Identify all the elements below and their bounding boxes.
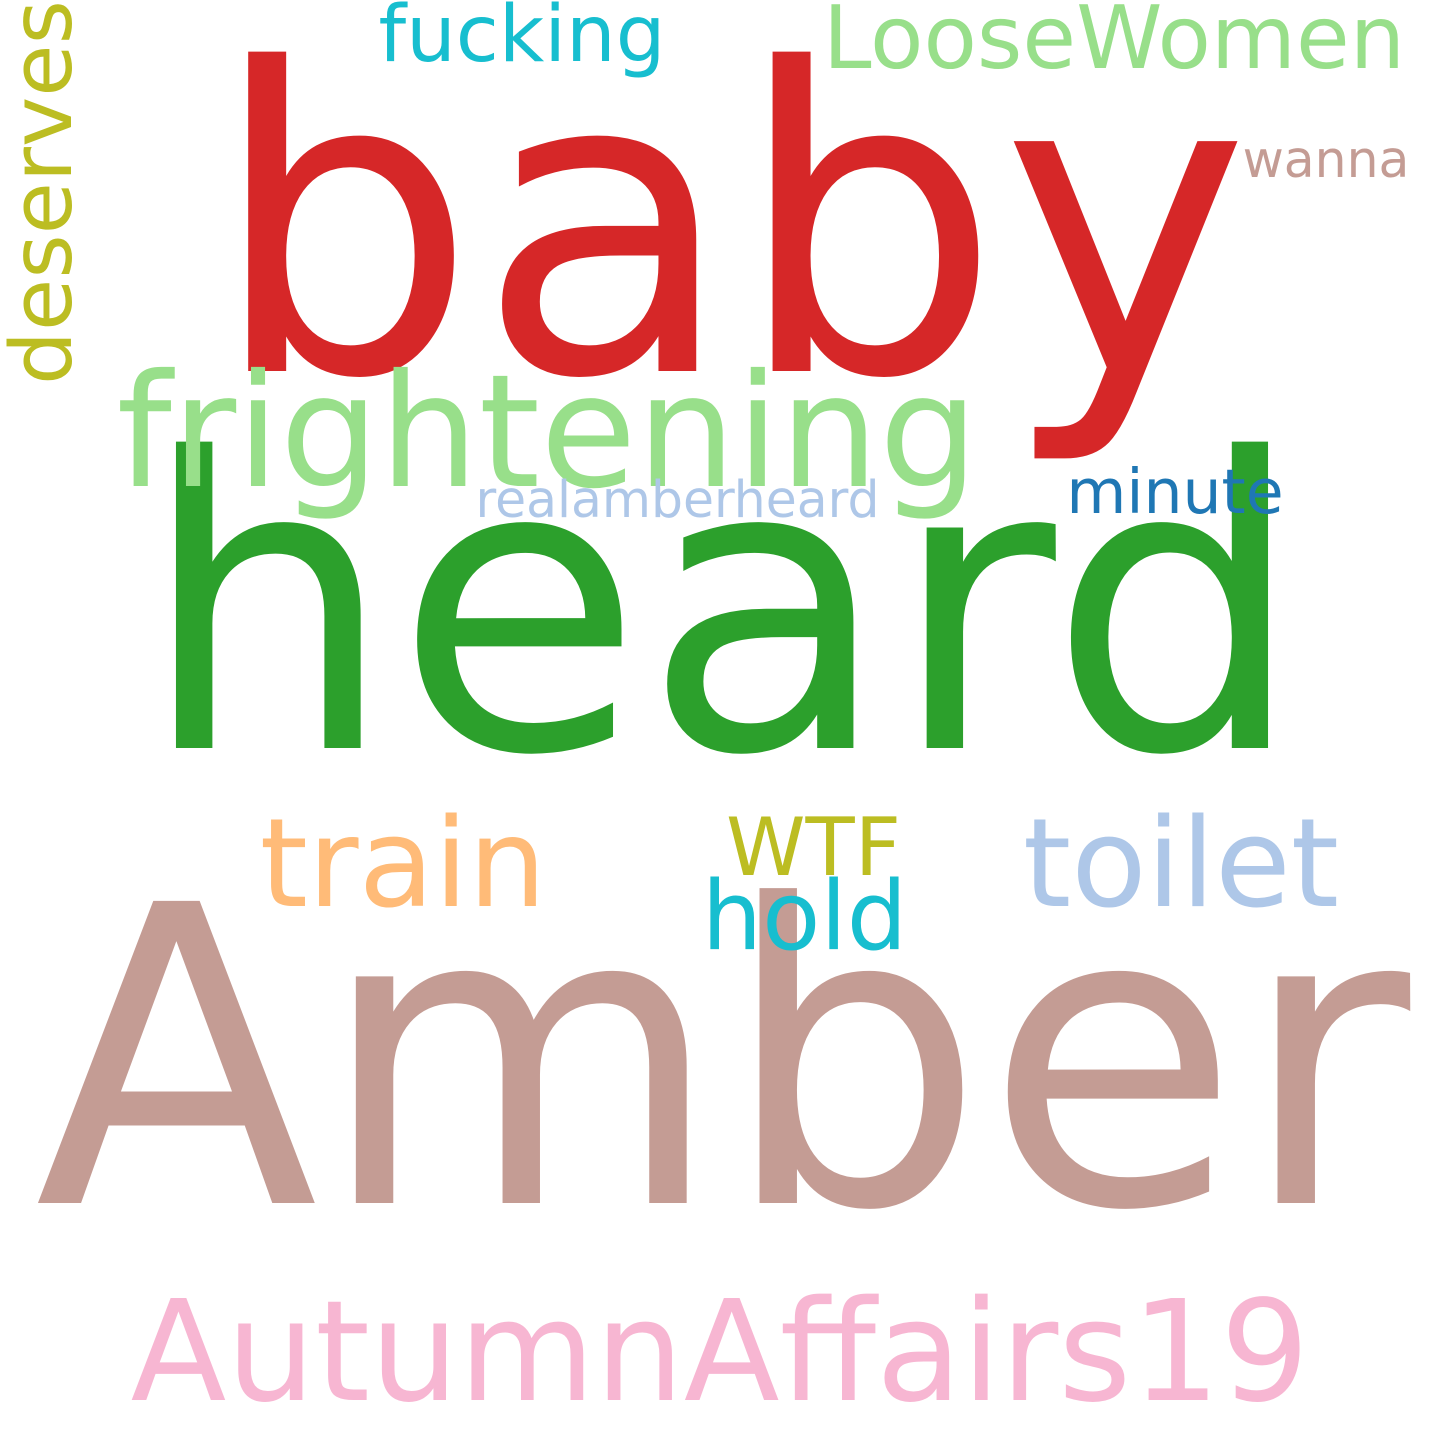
word-wanna: wanna xyxy=(1242,130,1410,190)
word-toilet: toilet xyxy=(1022,793,1340,937)
word-realamberheard: realamberheard xyxy=(475,470,880,530)
word-heard: heard xyxy=(139,375,1305,845)
word-deserves: deserves xyxy=(0,0,92,385)
word-loosewomen: LooseWomen xyxy=(822,0,1406,90)
word-autumnaffairs19: AutumnAffairs19 xyxy=(130,1270,1310,1434)
word-minute: minute xyxy=(1066,455,1284,528)
word-hold: hold xyxy=(701,861,908,972)
word-frightening: frightening xyxy=(116,339,979,523)
word-train: train xyxy=(259,793,547,937)
word-fucking: fucking xyxy=(378,0,666,80)
word-wtf: WTF xyxy=(726,800,901,895)
word-amber: Amber xyxy=(34,817,1411,1301)
word-baby: baby xyxy=(210,0,1250,472)
